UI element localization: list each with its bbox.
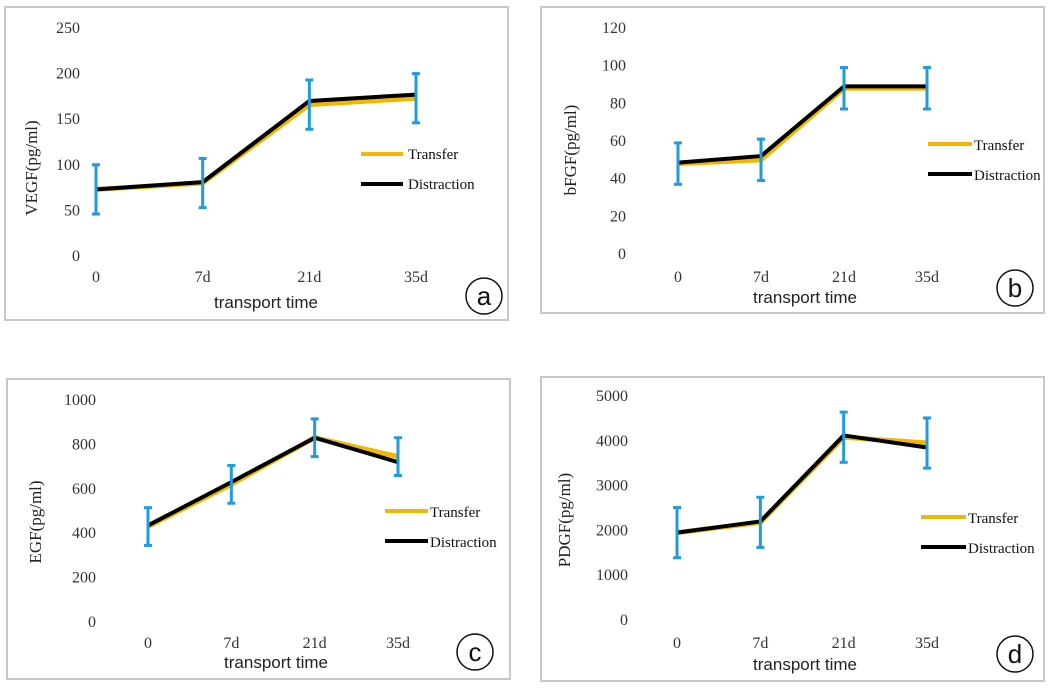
error-bar bbox=[394, 436, 402, 477]
series-line-transfer bbox=[677, 85, 927, 167]
legend-label-distraction: Distraction bbox=[968, 541, 1035, 557]
error-bar bbox=[305, 78, 314, 131]
error-bar bbox=[923, 416, 931, 470]
legend-label-transfer: Transfer bbox=[974, 138, 1024, 154]
x-tick-label: 0 bbox=[92, 269, 100, 286]
error-bar bbox=[412, 72, 420, 125]
panel-letter: a bbox=[477, 281, 492, 311]
x-tick-label: 0 bbox=[673, 635, 681, 652]
error-bar bbox=[310, 417, 319, 459]
y-tick-label: 100 bbox=[602, 58, 626, 75]
chart-svg-d: PDGF(pg/ml) 0 1000 2000 3000 4000 5000 0 7d 21d… bbox=[555, 388, 1035, 674]
y-tick-label: 600 bbox=[72, 481, 96, 498]
chart-panel-b: bFGF(pg/ml) 0 20 40 60 80 100 120 0 7d 21d 35d tr… bbox=[540, 6, 1045, 314]
panel-letter: b bbox=[1008, 273, 1022, 303]
y-tick-label: 0 bbox=[72, 248, 80, 265]
series-line-transfer bbox=[676, 434, 928, 536]
x-tick-label: 0 bbox=[674, 269, 682, 286]
y-tick-label: 1000 bbox=[64, 392, 96, 409]
chart-svg-c: EGF(pg/ml) 0 200 400 600 800 1000 0 7d 21d 35d t… bbox=[26, 392, 497, 672]
error-bar bbox=[227, 463, 236, 505]
series-line-distraction bbox=[676, 433, 928, 535]
x-tick-label: 35d bbox=[404, 269, 428, 286]
panel-letter-circle bbox=[465, 277, 503, 315]
x-tick-label: 7d bbox=[223, 635, 239, 652]
x-tick-label: 21d bbox=[832, 269, 856, 286]
y-tick-label: 200 bbox=[72, 570, 96, 587]
y-tick-label: 0 bbox=[620, 612, 628, 629]
y-tick-label: 50 bbox=[64, 202, 80, 219]
legend-label-distraction: Distraction bbox=[974, 168, 1041, 184]
x-tick-label: 7d bbox=[753, 269, 769, 286]
y-tick-label: 0 bbox=[88, 614, 96, 631]
error-bar bbox=[198, 156, 207, 210]
error-bar bbox=[923, 66, 931, 111]
chart-panel-d: PDGF(pg/ml) 0 1000 2000 3000 4000 5000 0 7d 21d… bbox=[540, 376, 1045, 682]
x-tick-label: 21d bbox=[303, 635, 327, 652]
chart-svg-b: bFGF(pg/ml) 0 20 40 60 80 100 120 0 7d 21d 35d tr… bbox=[561, 20, 1041, 307]
x-tick-label: 21d bbox=[832, 635, 856, 652]
x-tick-label: 35d bbox=[386, 635, 410, 652]
error-bar bbox=[839, 410, 848, 464]
legend-label-transfer: Transfer bbox=[430, 505, 480, 521]
y-tick-label: 100 bbox=[56, 157, 80, 174]
y-tick-label: 20 bbox=[610, 208, 626, 225]
series-line-distraction bbox=[95, 92, 417, 192]
chart-panel-a: VEGF(pg/ml) 0 50 100 150 200 250 0 7d 21d 35d tr… bbox=[4, 6, 509, 321]
x-tick-label: 7d bbox=[752, 635, 768, 652]
panel-letter-circle bbox=[456, 633, 494, 671]
x-tick-label: 35d bbox=[915, 269, 939, 286]
y-axis-title: VEGF(pg/ml) bbox=[22, 120, 41, 215]
y-tick-label: 800 bbox=[72, 436, 96, 453]
error-bar bbox=[674, 141, 682, 186]
y-tick-label: 150 bbox=[56, 111, 80, 128]
y-tick-label: 40 bbox=[610, 171, 626, 188]
x-axis-title: transport time bbox=[214, 293, 318, 312]
panel-letter-circle bbox=[996, 635, 1034, 673]
series-line-distraction bbox=[677, 84, 927, 165]
y-tick-label: 4000 bbox=[596, 433, 628, 450]
chart-panel-c: EGF(pg/ml) 0 200 400 600 800 1000 0 7d 21d 35d t… bbox=[6, 378, 511, 680]
panel-letter: d bbox=[1008, 639, 1022, 669]
legend-label-distraction: Distraction bbox=[430, 535, 497, 551]
error-bar bbox=[92, 163, 100, 216]
y-tick-label: 0 bbox=[618, 246, 626, 263]
x-tick-label: 0 bbox=[144, 635, 152, 652]
y-axis-title: PDGF(pg/ml) bbox=[555, 473, 574, 567]
x-axis-title: transport time bbox=[753, 655, 857, 674]
panel-letter: c bbox=[469, 637, 482, 667]
y-tick-label: 3000 bbox=[596, 478, 628, 495]
legend-label-transfer: Transfer bbox=[968, 511, 1018, 527]
y-tick-label: 80 bbox=[610, 95, 626, 112]
legend-label-transfer: Transfer bbox=[408, 147, 458, 163]
error-bar bbox=[144, 506, 152, 547]
series-line-distraction bbox=[147, 435, 399, 528]
chart-svg-a: VEGF(pg/ml) 0 50 100 150 200 250 0 7d 21d 35d tr… bbox=[22, 20, 503, 315]
y-tick-label: 2000 bbox=[596, 522, 628, 539]
error-bar bbox=[673, 506, 681, 560]
y-axis-title: bFGF(pg/ml) bbox=[561, 105, 580, 196]
panel-letter-circle bbox=[996, 269, 1034, 307]
error-bar bbox=[757, 137, 765, 183]
y-tick-label: 250 bbox=[56, 20, 80, 37]
y-tick-label: 1000 bbox=[596, 567, 628, 584]
x-axis-title: transport time bbox=[224, 653, 328, 672]
y-axis-title: EGF(pg/ml) bbox=[26, 480, 45, 563]
y-tick-label: 5000 bbox=[596, 388, 628, 405]
x-tick-label: 35d bbox=[915, 635, 939, 652]
error-bar bbox=[840, 66, 848, 111]
x-tick-label: 21d bbox=[297, 269, 321, 286]
y-tick-label: 60 bbox=[610, 133, 626, 150]
legend-label-distraction: Distraction bbox=[408, 177, 475, 193]
error-bar bbox=[756, 495, 765, 549]
y-tick-label: 400 bbox=[72, 525, 96, 542]
y-tick-label: 200 bbox=[56, 66, 80, 83]
x-axis-title: transport time bbox=[753, 288, 857, 307]
x-tick-label: 7d bbox=[195, 269, 211, 286]
y-tick-label: 120 bbox=[602, 20, 626, 37]
